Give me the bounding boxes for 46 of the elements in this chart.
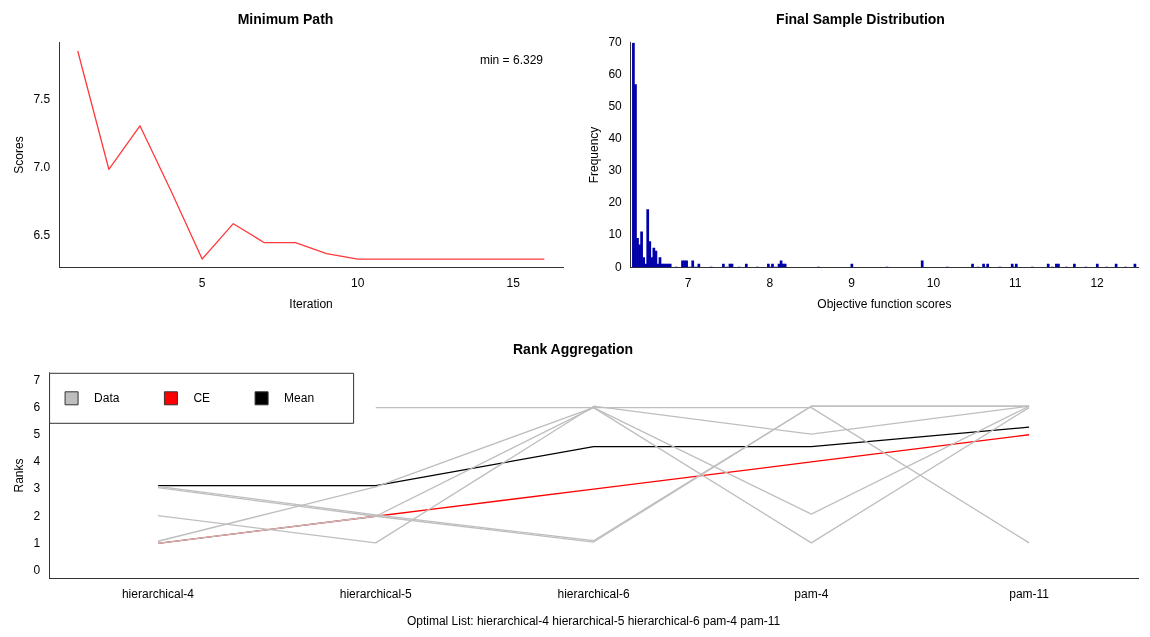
y-tick-label: 6	[33, 399, 41, 414]
x-tick-label: 7	[684, 275, 692, 290]
x-tick-label: hierarchical-5	[339, 586, 413, 601]
x-tick-label: pam-4	[794, 586, 829, 601]
y-tick-label: 30	[608, 163, 623, 178]
x-tick-label: 10	[351, 275, 365, 290]
y-tick-label: 0	[615, 259, 623, 274]
x-tick-label: 9	[848, 275, 856, 290]
y-tick-label: 7.5	[33, 92, 51, 107]
y-tick-label: 1	[33, 535, 41, 550]
y-tick-label: 7	[33, 372, 41, 387]
annotation: min = 6.329	[479, 53, 544, 68]
y-tick-label: 6.5	[33, 228, 51, 243]
y-tick-label: 40	[608, 131, 623, 146]
x-tick-label: hierarchical-6	[557, 586, 630, 601]
x-tick-label: 15	[506, 275, 521, 290]
y-tick-label: 10	[608, 227, 623, 242]
y-tick-label: 4	[33, 454, 41, 469]
chart-title: Final Sample Distribution	[776, 11, 945, 28]
x-tick-label: 12	[1090, 275, 1105, 290]
y-tick-label: 7.0	[33, 160, 51, 175]
chart-title: Minimum Path	[237, 11, 334, 28]
y-tick-label: 2	[33, 508, 41, 523]
y-tick-label: 20	[608, 195, 623, 210]
y-tick-label: 5	[33, 427, 41, 442]
x-tick-label: 8	[766, 275, 774, 290]
y-axis-title: Scores	[11, 136, 26, 174]
y-tick-label: 0	[33, 562, 41, 577]
y-tick-label: 60	[608, 67, 623, 82]
y-axis-title: Ranks	[11, 458, 26, 493]
chart-title: Rank Aggregation	[512, 341, 634, 358]
legend-label: Mean	[284, 391, 315, 406]
y-axis-title: Frequency	[586, 126, 601, 184]
x-tick-label: 5	[198, 275, 206, 290]
x-axis-title: Objective function scores	[817, 297, 952, 312]
x-tick-label: 10	[926, 275, 941, 290]
y-tick-label: 3	[33, 481, 41, 496]
x-tick-label: 11	[1009, 275, 1022, 290]
x-tick-label: hierarchical-4	[121, 586, 195, 601]
y-tick-label: 70	[608, 35, 623, 50]
x-tick-label: pam-11	[1009, 586, 1050, 601]
x-axis-title: Optimal List: hierarchical-4 hierarchical-5 hierarchical-6 pam-4 pam-11	[406, 614, 781, 629]
x-axis-title: Iteration	[289, 297, 333, 312]
y-tick-label: 50	[608, 99, 623, 114]
legend-label: Data	[94, 391, 120, 406]
legend-label: CE	[193, 391, 211, 406]
